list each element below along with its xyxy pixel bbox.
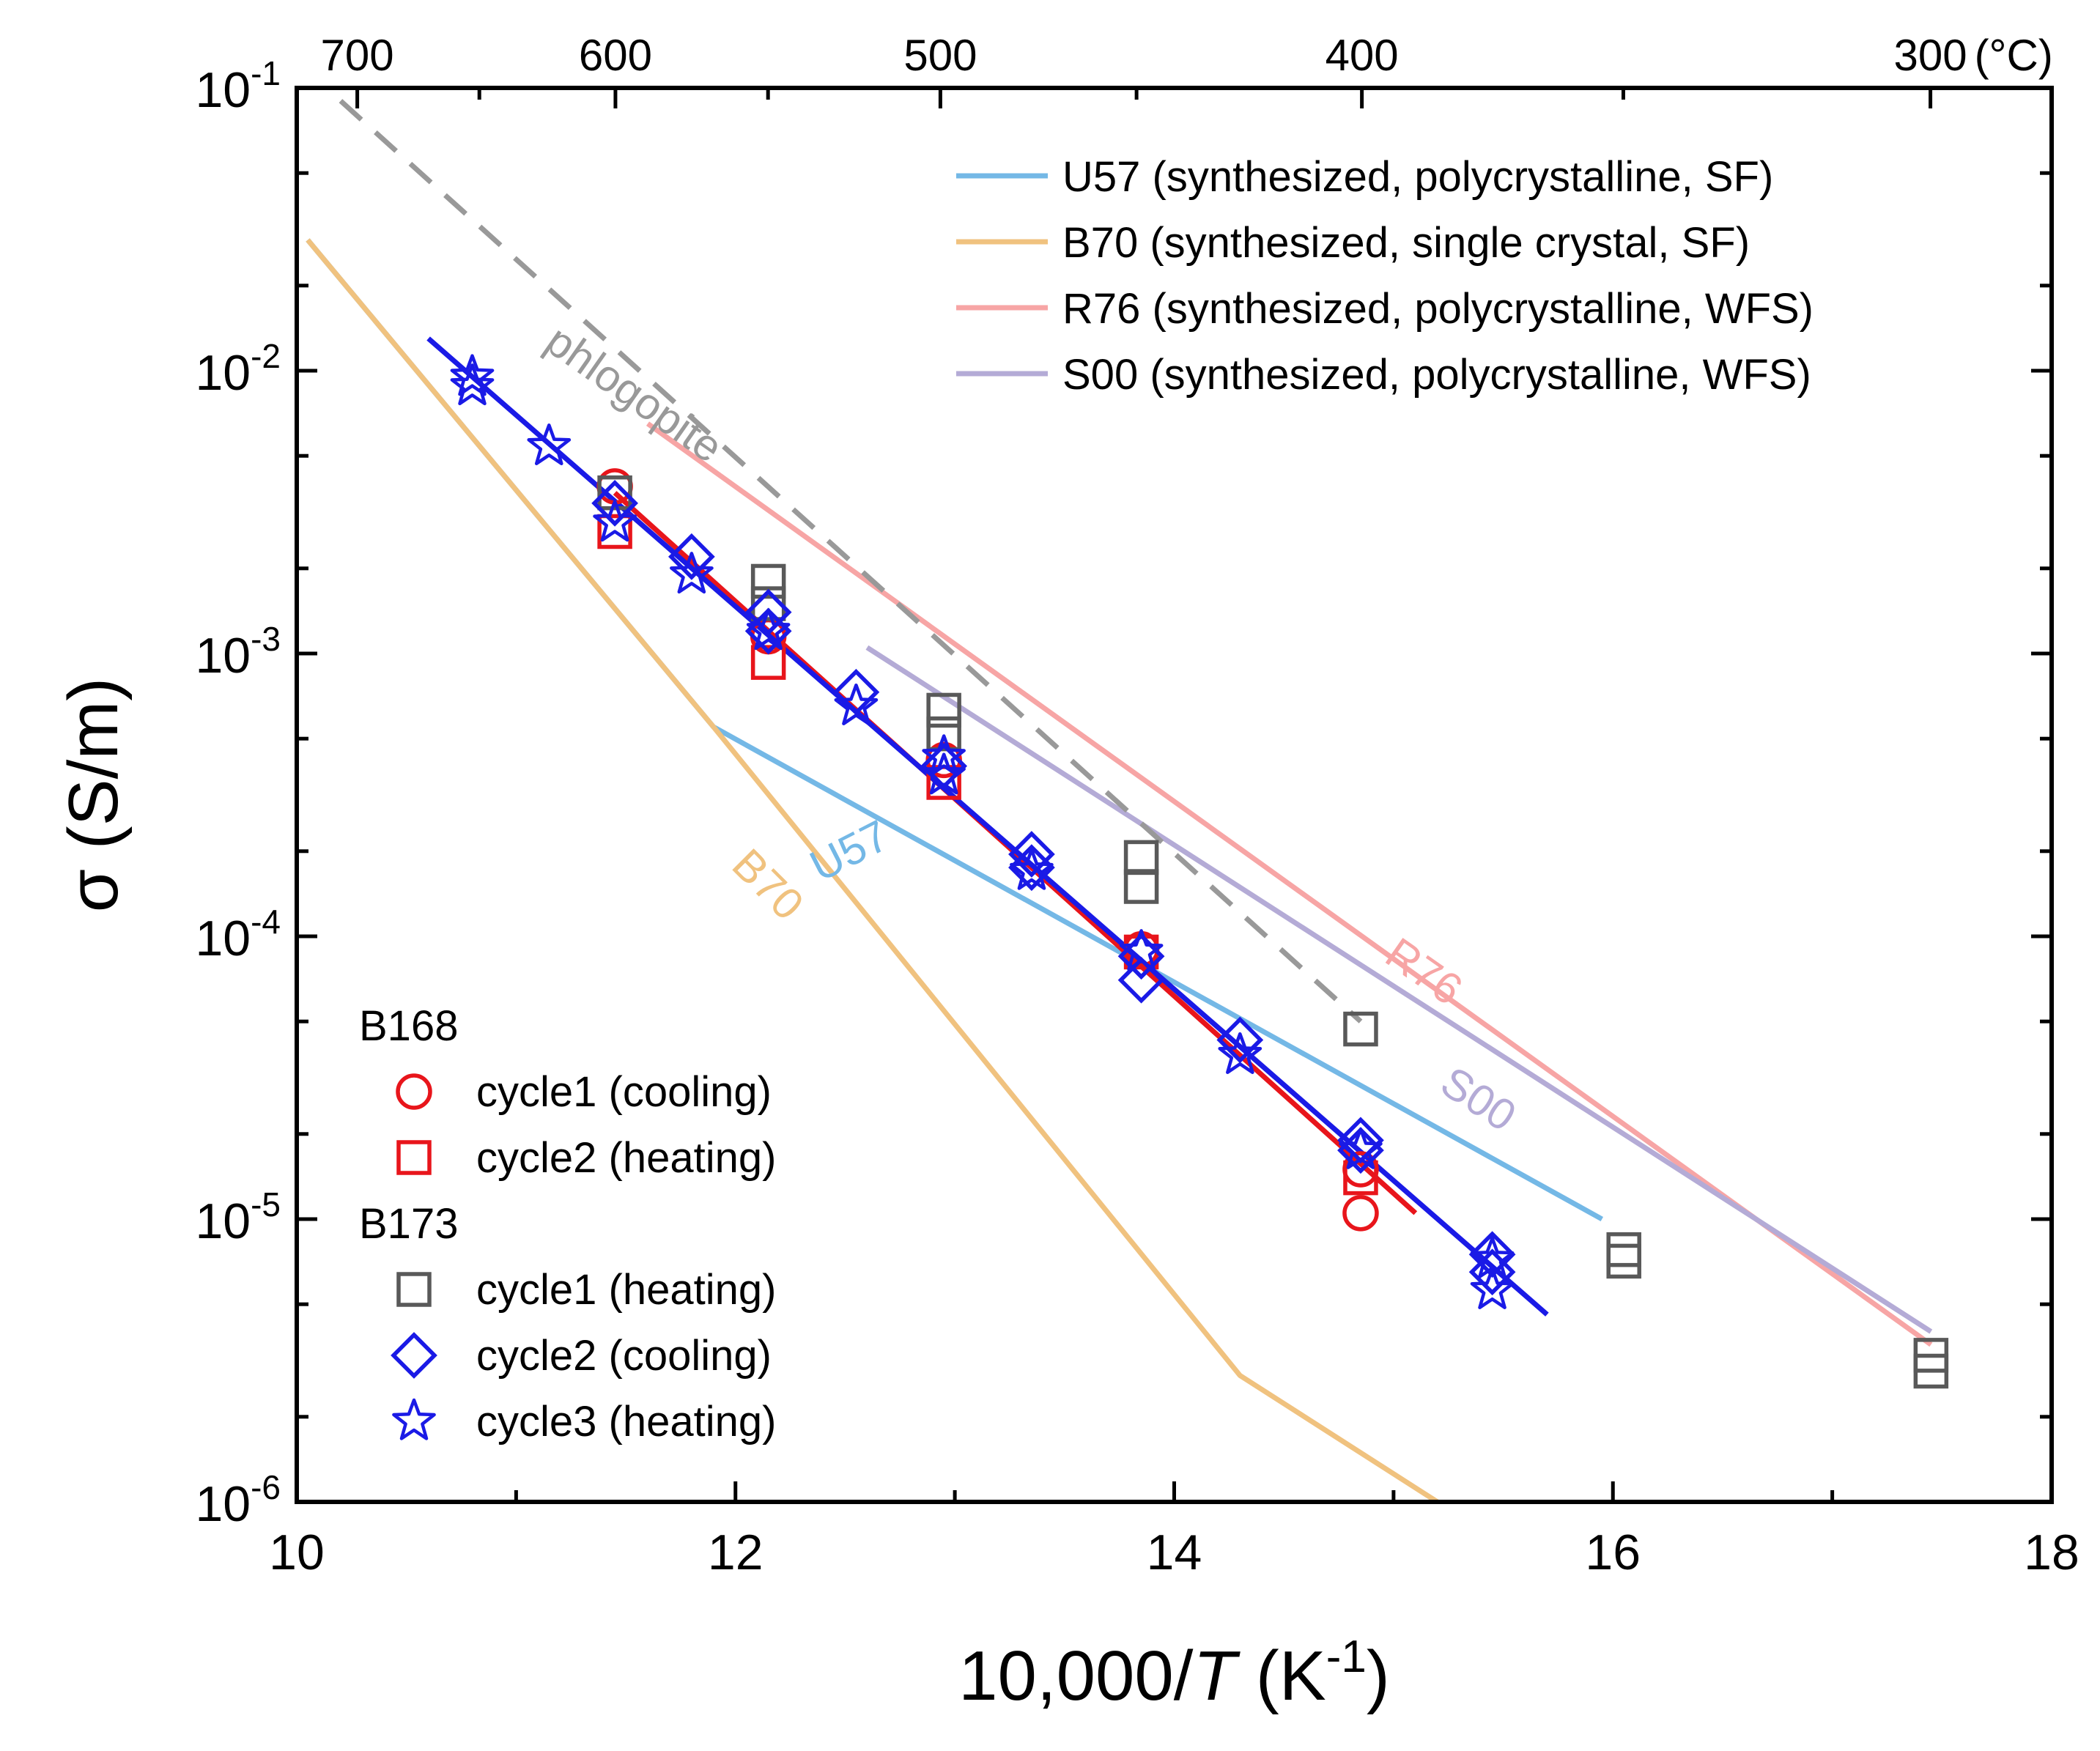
data-point-b173-cycle1-heating [750,563,786,599]
y-tick-exponent: -6 [251,1468,281,1506]
x-axis-title: 10,000/T (K-1) [958,1632,1390,1715]
data-point-b173-cycle2-cooling [1008,844,1055,892]
data-point-b173-cycle3-heating [450,354,495,396]
legend-label-b173-cycle1-heating: cycle1 (heating) [476,1266,776,1314]
line-s00 [865,645,1933,1334]
y-axis-title: σ (S/m) [54,678,133,913]
legend-label-b168-cycle1-cooling: cycle1 (cooling) [476,1068,772,1116]
line-phlogopite [339,99,1363,1023]
data-point-b173-cycle1-heating [597,475,632,511]
legend-label-b173-cycle3-heating: cycle3 (heating) [476,1398,776,1445]
x-tick-label: 18 [2024,1525,2079,1580]
data-point-b173-cycle2-cooling [832,668,880,716]
data-point-b173-cycle2-cooling [1117,956,1165,1004]
top-tick-label: 600 [579,31,652,80]
y-tick-exponent: -2 [251,337,281,375]
x-axis-title-part: -1 [1326,1632,1367,1682]
x-axis-title-part: T [1193,1637,1241,1715]
legend-group-b168: B168 [359,1002,458,1050]
legend-marker-circle [396,1073,432,1110]
data-point-b173-cycle1-heating [1913,1353,1949,1389]
data-point-b173-cycle3-heating [922,734,966,777]
y-tick-exponent: -5 [251,1185,281,1224]
reference-lines [306,99,1933,1504]
data-point-b173-cycle3-heating [670,552,714,594]
top-tick-label: 400 [1326,31,1399,80]
legend-label-b173-cycle2-cooling: cycle2 (cooling) [476,1332,772,1380]
y-tick-base: 10 [195,628,251,684]
data-points [450,354,1949,1389]
data-point-b173-cycle2-cooling [744,588,792,636]
y-tick-exponent: -1 [251,54,281,92]
legend-label-r76: R76 (synthesized, polycrystalline, WFS) [1062,285,1814,333]
data-point-b173-cycle1-heating [926,716,961,752]
top-tick-label: 300 [1894,31,1967,80]
data-point-b173-cycle1-heating [926,692,961,728]
data-point-b173-cycle2-cooling [668,533,715,580]
top-tick-label: 500 [903,31,977,80]
y-tick-base: 10 [195,1193,251,1249]
legend-group-b173: B173 [359,1200,458,1248]
x-tick-label: 16 [1585,1525,1641,1580]
data-point-b173-cycle2-cooling [920,742,968,790]
y-tick-label: 10-4 [195,903,281,966]
data-point-b173-cycle3-heating [450,363,495,406]
y-tick-exponent: -4 [251,903,281,941]
y-tick-base: 10 [195,911,251,966]
data-point-b173-cycle3-heating [1339,1127,1383,1169]
top-tick-label: 700 [321,31,394,80]
x-tick-label: 10 [269,1525,325,1580]
y-tick-base: 10 [195,62,251,118]
data-point-b168-cycle2-heating [597,514,632,549]
legend-marker-square [396,1140,432,1175]
legend-label-b70: B70 (synthesized, single crystal, SF) [1062,219,1750,267]
y-tick-label: 10-1 [195,54,281,118]
data-point-b173-cycle3-heating [922,752,966,795]
data-point-b173-cycle1-heating [1123,869,1159,904]
legend-marker-diamond [391,1332,437,1379]
line-b70 [306,238,1439,1504]
legend-label-s00: S00 (synthesized, polycrystalline, WFS) [1062,351,1811,399]
data-point-b173-cycle2-cooling [1468,1248,1516,1296]
legend-label-b168-cycle2-heating: cycle2 (heating) [476,1134,776,1182]
data-point-b173-cycle2-cooling [1468,1231,1516,1278]
data-point-b173-cycle1-heating [750,586,786,621]
legend-marker-star [392,1398,436,1440]
legend: U57 (synthesized, polycrystalline, SF) B7… [956,153,1814,399]
x-axis-title-part: 10,000/ [958,1637,1194,1715]
x-axis-title-part: ) [1367,1637,1390,1715]
data-point-b173-cycle3-heating [834,683,879,725]
data-point-b173-cycle3-heating [1119,929,1164,971]
data-point-b173-cycle3-heating [1218,1032,1262,1074]
data-point-b173-cycle3-heating [593,500,637,542]
y-tick-label: 10-5 [195,1185,281,1249]
x-axis-title-part: (K [1236,1637,1326,1715]
data-point-b173-cycle1-heating [1606,1243,1641,1279]
data-point-b173-cycle2-cooling [1216,1016,1264,1064]
marker-legend: B168 cycle1 (cooling) cycle2 (heating) B173… [359,1002,776,1445]
data-point-b168-cycle1-cooling [1342,1195,1379,1232]
data-point-b168-cycle2-heating [750,645,786,680]
y-tick-exponent: -3 [251,620,281,658]
y-tick-label: 10-6 [195,1468,281,1532]
x-tick-label: 14 [1147,1525,1202,1580]
y-tick-base: 10 [195,1476,251,1532]
y-tick-base: 10 [195,345,251,401]
legend-label-u57: U57 (synthesized, polycrystalline, SF) [1062,153,1773,201]
top-axis-unit: (°C) [1975,31,2053,80]
data-point-b173-cycle3-heating [527,423,572,466]
x-tick-label: 12 [708,1525,764,1580]
data-point-b173-cycle1-heating [1343,1011,1378,1047]
data-point-b173-cycle2-cooling [591,479,638,527]
data-point-b173-cycle3-heating [1470,1267,1515,1309]
data-point-b173-cycle2-cooling [1008,831,1055,878]
legend-marker-square [396,1272,432,1307]
data-point-b173-cycle3-heating [746,608,791,651]
y-tick-label: 10-2 [195,337,281,401]
data-point-b173-cycle3-heating [1010,848,1054,890]
y-tick-label: 10-3 [195,620,281,684]
